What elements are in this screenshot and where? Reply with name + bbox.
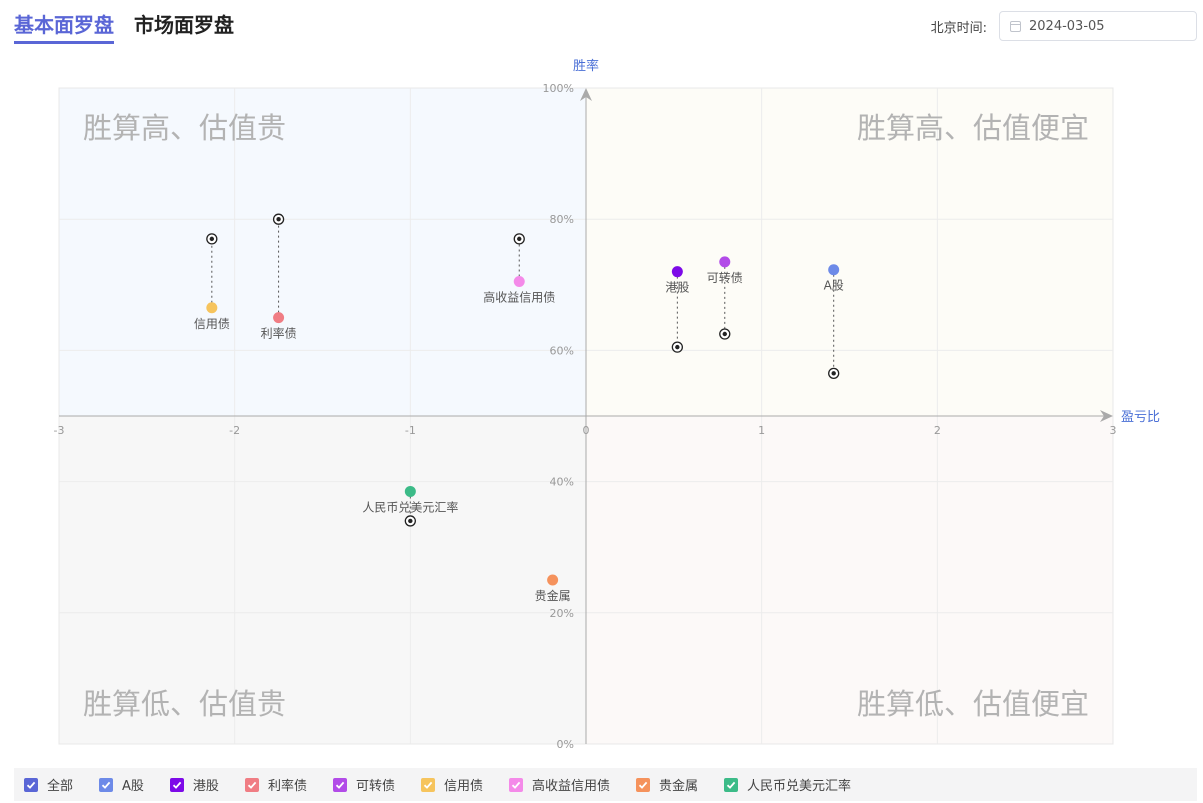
point-label: 港股 [665,281,689,295]
x-tick-label: 2 [934,424,941,437]
legend-item[interactable]: 利率债 [244,775,307,794]
y-tick-label: 60% [550,344,574,357]
quadrant-top-left [59,88,586,416]
data-point: 可转债 [707,256,743,340]
data-point: 港股 [665,266,689,353]
checkbox-checked-icon[interactable] [724,777,739,792]
checkbox-checked-icon[interactable] [332,777,347,792]
prev-point-dot [831,371,836,376]
x-axis-label: 盈亏比 [1121,410,1160,425]
quadrant-label-top-left: 胜算高、估值贵 [83,111,286,145]
checkbox-checked-icon[interactable] [244,777,259,792]
checkbox-checked-icon[interactable] [24,777,38,792]
prev-point-dot [276,217,281,222]
point-label: 高收益信用债 [483,290,555,305]
date-picker[interactable]: 2024-03-05 [999,11,1197,41]
x-tick-label: -2 [229,424,240,437]
y-tick-label: 20% [550,607,574,620]
checkbox-checked-icon[interactable] [508,777,523,792]
point-marker [404,485,416,497]
legend-label: 人民币兑美元汇率 [747,779,852,794]
legend-label: 高收益信用债 [531,779,610,794]
quadrant-label-bottom-right: 胜算低、估值便宜 [857,687,1089,721]
quadrant-label-top-right: 胜算高、估值便宜 [857,111,1089,145]
prev-point-dot [675,344,680,350]
y-tick-label: 0% [557,738,574,751]
x-tick-label: 3 [1110,424,1117,437]
point-marker [206,302,218,314]
point-marker [671,266,683,278]
y-axis-label: 胜率 [573,58,599,74]
data-point: 利率债 [261,213,297,341]
legend-label: A股 [122,779,144,794]
beijing-time: 北京时间: 2024-03-05 [931,11,1197,41]
legend: 全部 A股 港股 利率债 可转债 信用债 高收益信用债 贵金属 人民币兑美元汇率 [14,768,1197,801]
date-value: 2024-03-05 [1029,18,1105,34]
legend-item[interactable]: 人民币兑美元汇率 [724,775,851,794]
quadrant-bottom-right [586,416,1113,744]
point-label: 利率债 [261,326,297,341]
point-label: 贵金属 [535,588,571,603]
point-label: 信用债 [194,317,230,331]
compass-tabs: 基本面罗盘 市场面罗盘 [14,10,234,44]
quadrant-bottom-left [59,416,586,744]
calendar-icon [1010,20,1021,32]
x-tick-label: 0 [583,424,590,437]
legend-item[interactable]: 贵金属 [636,775,698,794]
prev-point-dot [517,236,522,242]
x-tick-label: -3 [54,424,65,437]
prev-point-dot [408,518,413,524]
legend-item[interactable]: 信用债 [420,775,483,794]
tab-fundamental-compass[interactable]: 基本面罗盘 [14,10,114,44]
data-point: 信用债 [194,233,230,331]
legend-item[interactable]: 全部 [24,775,73,794]
legend-item[interactable]: 可转债 [332,775,395,794]
checkbox-checked-icon[interactable] [636,777,650,792]
data-point: 人民币兑美元汇率 [362,485,458,527]
legend-label: 可转债 [355,779,395,794]
legend-item[interactable]: A股 [99,775,144,794]
y-tick-label: 40% [550,476,574,489]
point-label: 可转债 [707,270,743,285]
x-tick-label: -1 [405,424,416,437]
x-tick-label: 1 [758,424,765,437]
quadrant-top-right [586,88,1113,416]
y-tick-label: 80% [550,213,574,226]
x-axis-arrow [1100,410,1113,422]
checkbox-checked-icon[interactable] [169,777,184,792]
legend-label: 贵金属 [659,779,699,794]
point-marker [719,256,731,268]
point-marker [547,574,559,586]
legend-item[interactable]: 高收益信用债 [508,775,610,794]
quadrant-label-bottom-left: 胜算低、估值贵 [83,687,286,721]
legend-label: 信用债 [443,779,483,794]
tab-market-compass[interactable]: 市场面罗盘 [134,13,234,37]
point-marker [273,312,285,324]
point-label: 人民币兑美元汇率 [362,499,458,514]
legend-label: 利率债 [267,779,307,794]
point-marker [828,264,840,276]
prev-point-dot [722,331,727,337]
y-axis-arrow [580,88,592,101]
point-marker [513,276,525,288]
y-tick-label: 100% [543,82,574,95]
point-label: A股 [824,279,844,293]
legend-label: 全部 [47,779,74,794]
data-point: 贵金属 [535,574,571,603]
data-point: 高收益信用债 [483,233,555,305]
beijing-time-label: 北京时间: [930,20,987,36]
prev-point-dot [209,236,215,242]
legend-label: 港股 [192,779,219,794]
checkbox-checked-icon[interactable] [99,777,114,792]
data-point: A股 [824,264,844,380]
checkbox-checked-icon[interactable] [420,777,435,792]
legend-item[interactable]: 港股 [169,775,219,794]
